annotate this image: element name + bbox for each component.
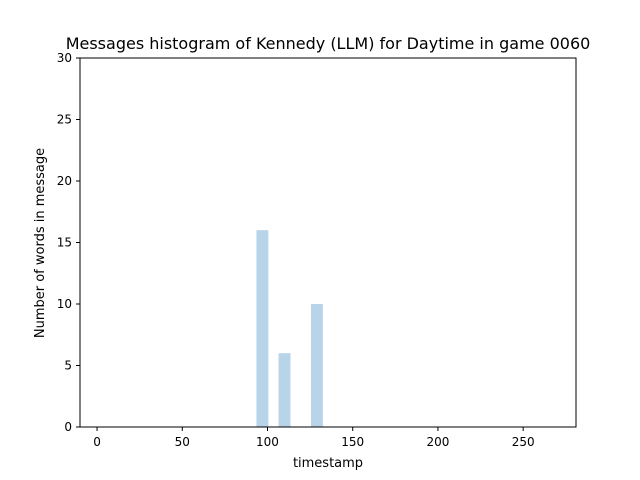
y-tick-label: 25 (57, 113, 72, 127)
x-tick-label: 250 (512, 435, 535, 449)
x-axis-label: timestamp (293, 456, 363, 471)
bar-1 (278, 353, 291, 427)
y-axis-label: Number of words in message (33, 148, 48, 338)
x-tick-label: 150 (341, 435, 364, 449)
y-tick-label: 20 (57, 174, 72, 188)
x-tick-label: 0 (93, 435, 101, 449)
x-tick-label: 100 (256, 435, 279, 449)
plot-frame (79, 57, 577, 428)
x-axis: 0 50 100 150 200 250 (93, 427, 535, 449)
y-axis: 0 5 10 15 20 25 30 (57, 51, 80, 434)
chart-title: Messages histogram of Kennedy (LLM) for … (66, 34, 591, 53)
x-tick-label: 50 (175, 435, 190, 449)
y-tick-label: 10 (57, 297, 72, 311)
y-tick-label: 5 (64, 359, 72, 373)
x-tick-label: 200 (426, 435, 449, 449)
y-tick-label: 15 (57, 236, 72, 250)
y-tick-label: 30 (57, 51, 72, 65)
y-tick-label: 0 (64, 420, 72, 434)
bars-group (256, 230, 323, 427)
bar-0 (256, 230, 269, 427)
bar-2 (310, 304, 323, 427)
